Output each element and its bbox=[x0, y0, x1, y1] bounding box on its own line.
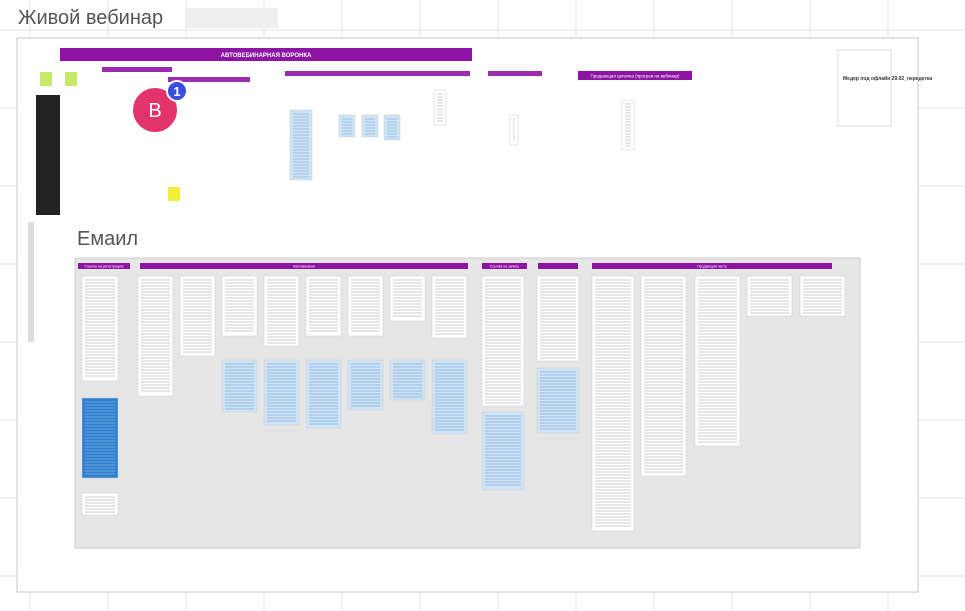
email-header: Продающая часть bbox=[697, 265, 727, 269]
email-area: Ссылка на регистрацию Напоминания Ссылка н… bbox=[78, 263, 846, 532]
sticky bbox=[168, 187, 180, 201]
email-header: Напоминания bbox=[293, 265, 315, 269]
card bbox=[536, 367, 580, 434]
avatar-initial: B bbox=[148, 100, 161, 122]
note-title: Медер под офлайн 29.02_передетка bbox=[843, 75, 932, 82]
bar bbox=[168, 77, 250, 82]
header-bar bbox=[578, 71, 692, 80]
card bbox=[81, 492, 119, 516]
note-card bbox=[837, 49, 892, 127]
redacted bbox=[186, 8, 278, 28]
funnel-subtitle: Продающая цепочка (прогрев на вебинар) bbox=[591, 74, 680, 79]
strip bbox=[28, 222, 34, 342]
email-header: Ссылка на запись bbox=[490, 265, 519, 269]
frame-title: Живой вебинар bbox=[18, 7, 163, 29]
sticky bbox=[40, 72, 52, 86]
header-bar bbox=[482, 263, 527, 269]
header-bar bbox=[140, 263, 468, 269]
card bbox=[289, 109, 313, 181]
frame-title: Емаил bbox=[77, 228, 138, 250]
header-bar bbox=[538, 263, 578, 269]
card bbox=[137, 275, 174, 397]
phone bbox=[36, 95, 60, 215]
bar bbox=[285, 71, 470, 76]
card bbox=[221, 275, 258, 337]
card bbox=[481, 275, 525, 407]
header-bar bbox=[60, 48, 472, 61]
email-header: Ссылка на регистрацию bbox=[84, 265, 124, 269]
card bbox=[591, 275, 635, 532]
card bbox=[263, 275, 300, 347]
card bbox=[347, 275, 384, 337]
card bbox=[536, 275, 580, 362]
card bbox=[305, 275, 342, 337]
card bbox=[433, 89, 447, 126]
sticky bbox=[65, 72, 77, 86]
badge-count: 1 bbox=[173, 84, 180, 99]
card bbox=[263, 359, 300, 426]
badge bbox=[166, 80, 188, 102]
card bbox=[361, 114, 379, 138]
card bbox=[481, 411, 525, 491]
avatar[interactable] bbox=[131, 86, 179, 134]
funnel-title: АВТОВЕБИНАРНАЯ ВОРОНКА bbox=[221, 53, 312, 59]
card bbox=[81, 275, 119, 382]
card bbox=[221, 359, 258, 413]
card bbox=[389, 275, 426, 322]
card bbox=[509, 114, 519, 146]
header-bar bbox=[592, 263, 832, 269]
bar bbox=[102, 67, 172, 72]
bar bbox=[488, 71, 542, 76]
card bbox=[338, 114, 356, 138]
decor bbox=[28, 67, 635, 342]
header-bar bbox=[78, 263, 130, 269]
